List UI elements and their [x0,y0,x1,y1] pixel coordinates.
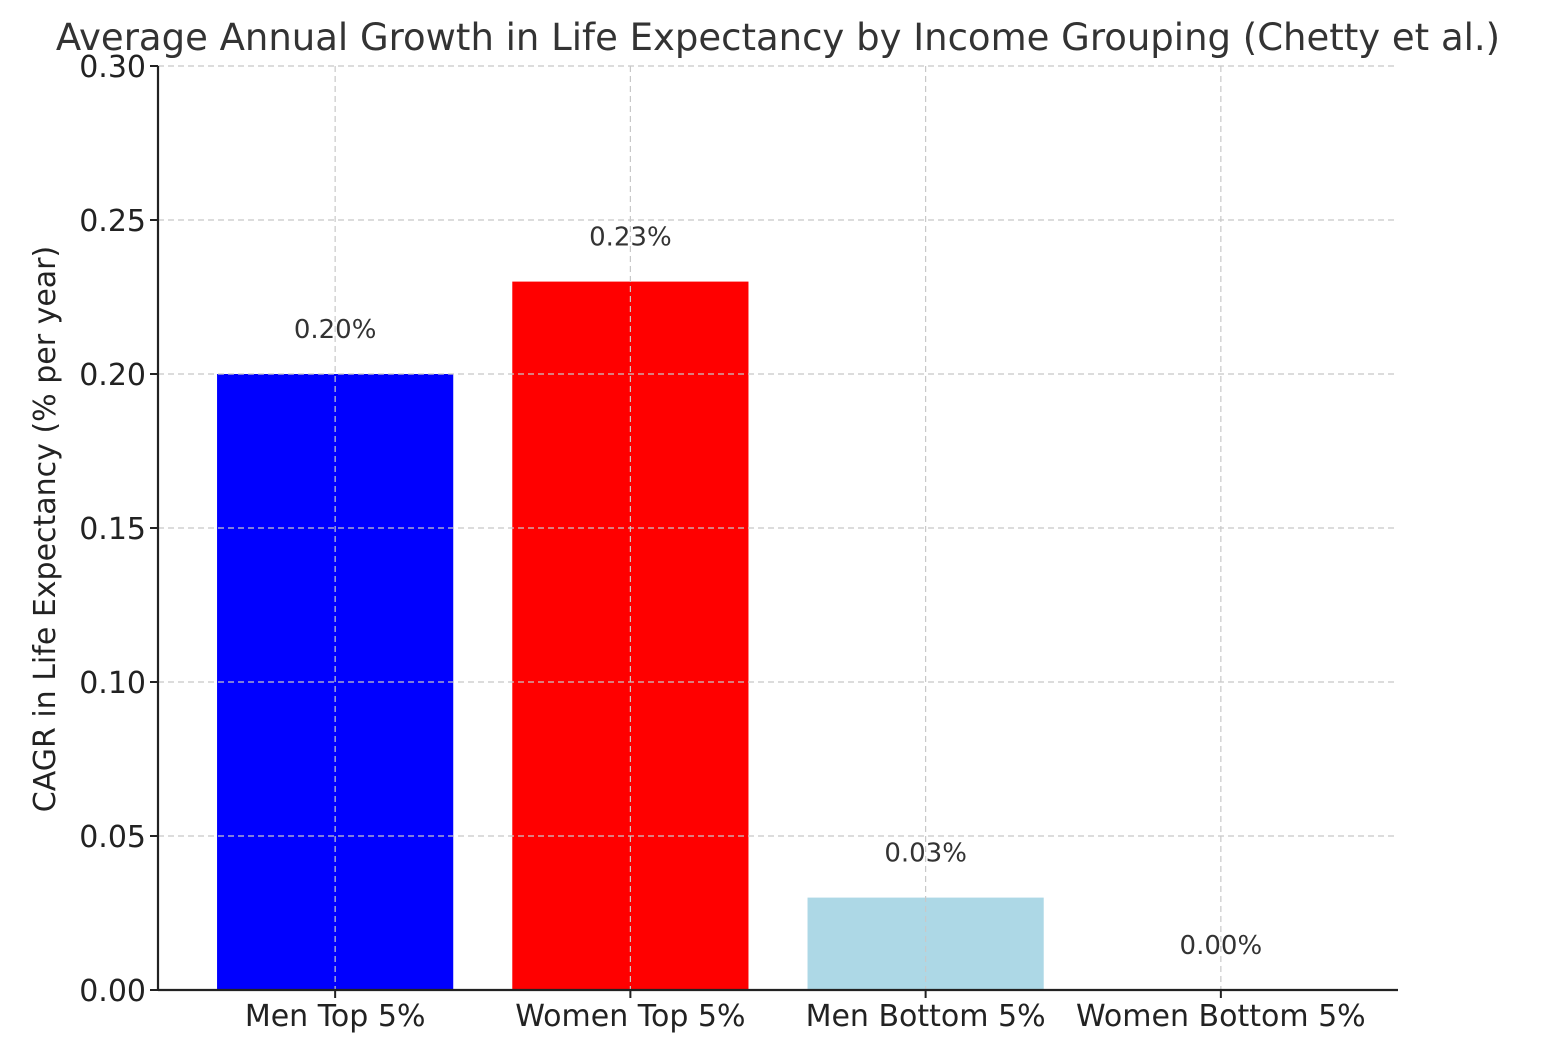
y-tick-label: 0.30 [79,50,146,85]
y-tick-label: 0.05 [79,820,146,855]
data-label: 0.03% [884,839,967,869]
y-tick-label: 0.10 [79,666,146,701]
grid-layer [158,65,1398,991]
x-tick-label: Women Top 5% [515,999,745,1034]
y-axis-label: CAGR in Life Expectancy (% per year) [28,246,63,812]
axis-layer: 0.20% 0.23% 0.03% 0.00% 0.00 0.05 0.10 0.15 0.20… [79,50,1398,1034]
y-tick-label: 0.25 [79,204,146,239]
bar-men-bottom-5 [807,897,1044,990]
data-label: 0.23% [589,223,672,253]
data-label: 0.20% [294,315,377,345]
x-tick-label: Men Top 5% [245,999,426,1034]
x-tick-label: Women Bottom 5% [1076,999,1366,1034]
y-tick-label: 0.00 [79,974,146,1009]
y-tick-label: 0.20 [79,358,146,393]
chart-title: Average Annual Growth in Life Expectancy… [56,16,1500,59]
data-label: 0.00% [1180,931,1263,961]
x-tick-label: Men Bottom 5% [806,999,1046,1034]
y-tick-label: 0.15 [79,512,146,547]
